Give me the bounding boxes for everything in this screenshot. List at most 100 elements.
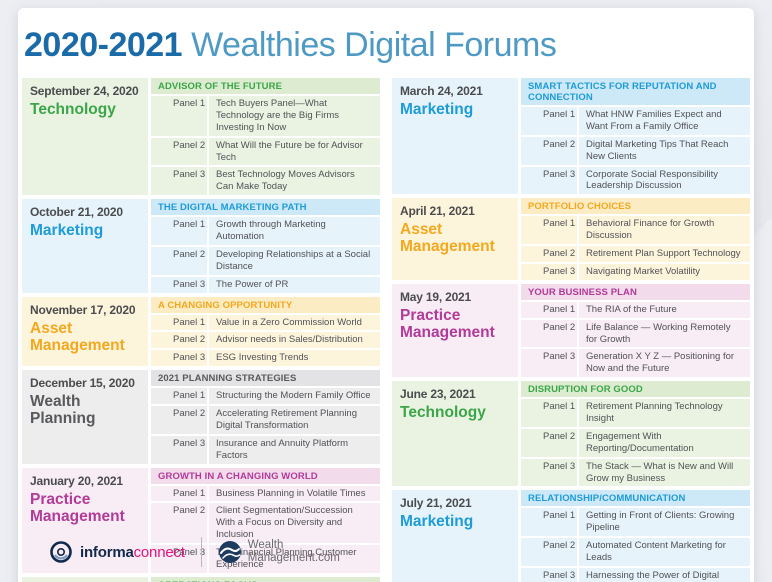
logo-divider xyxy=(200,537,202,567)
page-title: 2020-2021 Wealthies Digital Forums xyxy=(24,26,750,65)
event-block: July 21, 2021 Marketing RELATIONSHIP/COMMU… xyxy=(392,490,750,582)
schedule-columns: September 24, 2020 Technology ADVISOR OF T… xyxy=(22,78,750,582)
panel-title: ESG Investing Trends xyxy=(209,350,380,367)
panel-title: Retirement Plan Support Technology xyxy=(579,246,750,262)
informa-logo-icon xyxy=(50,541,72,563)
wealthmanagement-logo-icon xyxy=(218,541,241,563)
event-block: February 24, 2021TechnologyOPERATIONS FO… xyxy=(22,576,380,582)
panel-row: Panel 1 Behavioral Finance for Growth Dis… xyxy=(521,216,750,244)
wealthmanagement-logo-text: Wealth Management.com xyxy=(248,539,340,565)
panel-row: Panel 2 Developing Relationships at a Soc… xyxy=(151,246,380,275)
title-years: 2020-2021 xyxy=(24,26,183,64)
panel-label: Panel 1 xyxy=(521,216,577,244)
panel-label: Panel 1 xyxy=(521,107,577,135)
event-theme-header: THE DIGITAL MARKETING PATH xyxy=(151,199,380,216)
panel-row: Panel 2 Life Balance — Working Remotely f… xyxy=(521,319,750,348)
connect-word: connect xyxy=(133,543,185,561)
panel-label: Panel 2 xyxy=(521,428,577,457)
panel-row: Panel 3 The Stack — What is New and Will … xyxy=(521,458,750,487)
panel-row: Panel 2 Accelerating Retirement Planning … xyxy=(151,406,380,434)
event-date: June 23, 2021 xyxy=(400,387,476,402)
panel-title: The RIA of the Future xyxy=(579,301,750,318)
event-panels: 2021 PLANNING STRATEGIES Panel 1 Structuri… xyxy=(151,370,380,464)
panel-label: Panel 3 xyxy=(521,458,577,487)
panel-title: Accelerating Retirement Planning Digital… xyxy=(209,406,380,434)
panel-title: The Stack — What is New and Will Grow my… xyxy=(579,458,750,487)
event-category: Practice Management xyxy=(400,306,495,341)
event-date: October 21, 2020 xyxy=(30,205,123,220)
event-category: Marketing xyxy=(400,513,474,531)
informa-connect-logo: informaconnect xyxy=(48,539,185,565)
informa-logo-text: informaconnect xyxy=(80,544,185,561)
event-theme-header: 2021 PLANNING STRATEGIES xyxy=(151,370,380,387)
panel-title: Structuring the Modern Family Office xyxy=(209,388,380,404)
panel-label: Panel 2 xyxy=(151,332,207,349)
event-theme-header: PORTFOLIO CHOICES xyxy=(521,198,750,215)
event-date-cell: January 20, 2021 Practice Management xyxy=(22,467,148,573)
panel-label: Panel 1 xyxy=(521,508,577,537)
panel-title: Engagement With Reporting/Documentation xyxy=(579,428,750,457)
panel-title: Behavioral Finance for Growth Discussion xyxy=(579,216,750,244)
event-category: Asset Management xyxy=(400,221,495,256)
event-block: January 20, 2021 Practice Management GROWT… xyxy=(22,467,380,573)
event-date-cell: June 23, 2021 Technology xyxy=(392,381,518,487)
schedule-column: September 24, 2020 Technology ADVISOR OF T… xyxy=(22,78,380,582)
panel-row: Panel 1 Value in a Zero Commission World xyxy=(151,314,380,331)
panel-label: Panel 1 xyxy=(151,388,207,404)
panel-title: Life Balance — Working Remotely for Grow… xyxy=(579,319,750,348)
event-theme-header: ADVISOR OF THE FUTURE xyxy=(151,78,380,94)
panel-row: Panel 2 Retirement Plan Support Technolog… xyxy=(521,246,750,262)
event-panels: ADVISOR OF THE FUTURE Panel 1 Tech Buyers … xyxy=(151,78,380,196)
panel-label: Panel 2 xyxy=(521,538,577,566)
panel-title: Harnessing the Power of Digital Technolo… xyxy=(579,567,750,582)
panel-label: Panel 2 xyxy=(521,319,577,348)
event-block: March 24, 2021 Marketing SMART TACTICS FOR… xyxy=(392,78,750,195)
panel-row: Panel 1 Tech Buyers Panel—What Technology… xyxy=(151,96,380,136)
event-panels: A CHANGING OPPORTUNITY Panel 1 Value in a … xyxy=(151,296,380,367)
panel-label: Panel 3 xyxy=(151,545,207,573)
event-block: December 15, 2020 Wealth Planning 2021 PLA… xyxy=(22,370,380,464)
panel-title: Growth through Marketing Automation xyxy=(209,217,380,245)
panel-title: Digital Marketing Tips That Reach New Cl… xyxy=(579,136,750,165)
event-date: April 21, 2021 xyxy=(400,204,475,219)
panel-label: Panel 2 xyxy=(521,246,577,262)
event-category: Marketing xyxy=(400,101,474,118)
event-category: Technology xyxy=(400,404,486,422)
panel-row: Panel 2 Digital Marketing Tips That Reach… xyxy=(521,136,750,165)
panel-row: Panel 3 Insurance and Annuity Platform Fa… xyxy=(151,435,380,464)
panel-row: Panel 1 What HNW Families Expect and Want… xyxy=(521,107,750,135)
panel-title: Retirement Planning Technology Insight xyxy=(579,399,750,427)
event-block: June 23, 2021 Technology DISRUPTION FOR GO… xyxy=(392,381,750,487)
panel-row: Panel 3 Best Technology Moves Advisors Ca… xyxy=(151,167,380,196)
event-date: March 24, 2021 xyxy=(400,84,483,98)
event-date: September 24, 2020 xyxy=(30,84,139,98)
event-block: September 24, 2020 Technology ADVISOR OF T… xyxy=(22,78,380,196)
panel-label: Panel 2 xyxy=(151,137,207,166)
panel-title: Tech Buyers Panel—What Technology are th… xyxy=(209,96,380,136)
event-date: July 21, 2021 xyxy=(400,496,472,511)
event-date-cell: September 24, 2020 Technology xyxy=(22,78,148,196)
event-category: Wealth Planning xyxy=(30,393,96,428)
panel-title: Client Segmentation/Succession With a Fo… xyxy=(209,503,380,543)
event-panels: OPERATIONS FOCUSPanel 1Integrated Workfl… xyxy=(151,576,380,582)
panel-label: Panel 1 xyxy=(151,217,207,245)
event-date-cell: May 19, 2021 Practice Management xyxy=(392,283,518,378)
event-theme-header: OPERATIONS FOCUS xyxy=(151,576,380,582)
panel-label: Panel 1 xyxy=(521,301,577,318)
event-block: October 21, 2020 Marketing THE DIGITAL MAR… xyxy=(22,199,380,293)
title-name: Wealthies Digital Forums xyxy=(191,26,557,64)
panel-title: Insurance and Annuity Platform Factors xyxy=(209,435,380,464)
panel-label: Panel 2 xyxy=(151,246,207,275)
event-theme-header: A CHANGING OPPORTUNITY xyxy=(151,296,380,313)
panel-row: Panel 2 Client Segmentation/Succession Wi… xyxy=(151,503,380,543)
event-date-cell: March 24, 2021 Marketing xyxy=(392,78,518,195)
panel-row: Panel 3 Navigating Market Volatility xyxy=(521,263,750,280)
panel-label: Panel 1 xyxy=(151,485,207,502)
panel-label: Panel 1 xyxy=(151,96,207,136)
event-date-cell: December 15, 2020 Wealth Planning xyxy=(22,370,148,464)
panel-label: Panel 3 xyxy=(151,350,207,367)
panel-title: What HNW Families Expect and Want From a… xyxy=(579,107,750,135)
panel-row: Panel 2 Automated Content Marketing for L… xyxy=(521,538,750,566)
